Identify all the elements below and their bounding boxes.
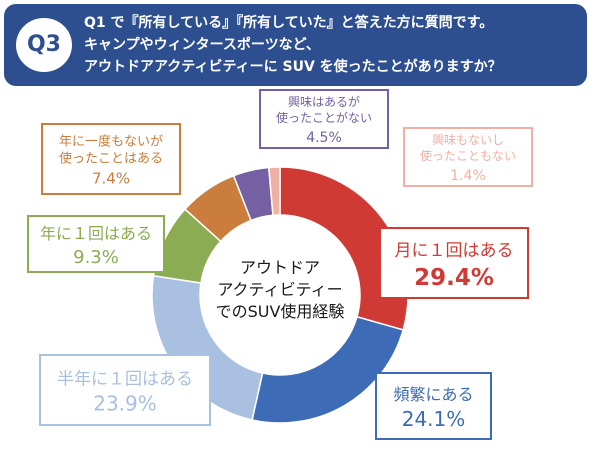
- callout-label-1-1: 月に１回はある: [395, 241, 514, 261]
- callout-value-1: 29.4%: [414, 265, 494, 291]
- center-label-line-2: アクティビティー: [217, 280, 342, 299]
- callout-value-3: 23.9%: [93, 392, 157, 416]
- question-number: Q3: [26, 32, 61, 57]
- callout-box-6: [259, 89, 389, 149]
- callout-label-6-2: 使ったことがない: [276, 110, 372, 125]
- callout-value-7: 1.4%: [450, 168, 486, 184]
- callout-label-2-1: 頻繁にある: [393, 385, 473, 404]
- center-label-line-1: アウトドア: [240, 258, 320, 277]
- callout-value-5: 7.4%: [92, 170, 130, 188]
- callout-label-7-2: 使ったこともない: [420, 148, 516, 163]
- callout-value-4: 9.3%: [73, 247, 119, 268]
- question-text: Q1 で『所有している』『所有していた』と答えた方に質問です。 キャンプやウィン…: [84, 12, 584, 78]
- callout-label-4-1: 年に１回はある: [40, 224, 152, 243]
- question-header: Q3 Q1 で『所有している』『所有していた』と答えた方に質問です。 キャンプや…: [4, 4, 587, 86]
- callout-label-5-1: 年に一度もないが: [59, 134, 163, 150]
- callout-4: 年に１回はある 9.3%: [27, 215, 165, 273]
- question-line-2: キャンプやウィンタースポーツなど、: [84, 37, 320, 53]
- callout-box-1: [379, 227, 529, 299]
- callout-label-6-1: 興味はあるが: [288, 94, 360, 109]
- slice-1: [279, 166, 409, 331]
- donut-slices: [151, 166, 409, 424]
- callout-2: 頻繁にある 24.1%: [375, 372, 492, 440]
- question-badge: Q3: [16, 18, 72, 72]
- callout-value-6: 4.5%: [306, 130, 342, 146]
- callout-box-5: [41, 123, 181, 195]
- callout-box-3: [39, 354, 211, 426]
- slice-7: [267, 166, 281, 217]
- donut-hole: [201, 216, 359, 374]
- callout-box-2: [375, 372, 492, 440]
- question-line-1: Q1 で『所有している』『所有していた』と答えた方に質問です。: [84, 15, 494, 31]
- question-line-3: アウトドアアクティビティーに SUV を使ったことがありますか？: [84, 59, 502, 75]
- callout-label-3-1: 半年に１回はある: [57, 370, 193, 390]
- callout-box-7: [403, 127, 533, 187]
- callout-1: 月に１回はある 29.4%: [379, 227, 529, 299]
- callout-value-2: 24.1%: [402, 407, 466, 431]
- center-label-line-3: でのSUV使用経験: [216, 302, 345, 321]
- callout-label-7-1: 興味もないし: [432, 133, 504, 147]
- callout-box-4: [27, 215, 165, 273]
- callout-label-5-2: 使ったことはある: [59, 151, 163, 167]
